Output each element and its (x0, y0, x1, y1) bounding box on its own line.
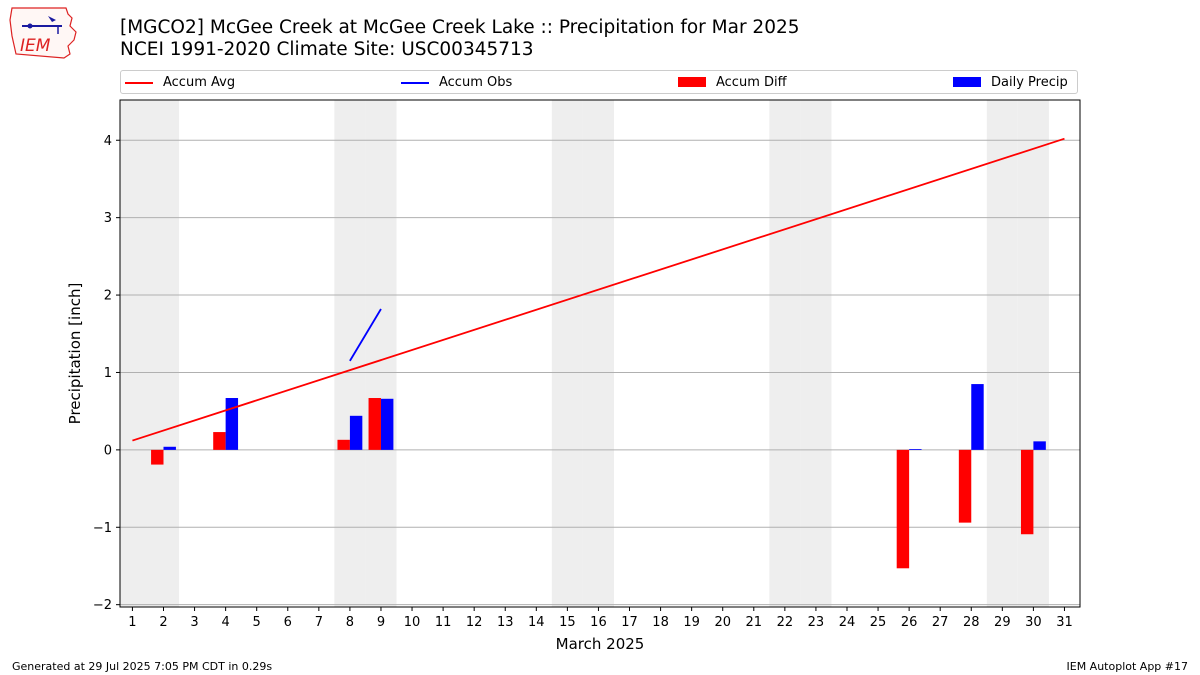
x-tick-label-6: 6 (284, 615, 292, 630)
accum-avg-line (132, 137, 1065, 442)
y-tick-label-2: 0 (104, 443, 112, 458)
legend-label-daily-precip: Daily Precip (991, 75, 1068, 90)
accum-diff-bar-4 (213, 432, 226, 450)
weekend-band-23 (800, 100, 832, 607)
y-tick-label-4: 2 (104, 289, 112, 304)
x-tick-label-20: 20 (714, 615, 731, 630)
x-tick-label-19: 19 (683, 615, 700, 630)
legend-swatch-daily-precip (953, 77, 981, 87)
x-tick-label-24: 24 (839, 615, 856, 630)
x-axis-ticks: 1 2 3 4 5 6 7 8 9 10 11 12 13 14 15 16 17 18 19 20 21 22 23 24 2… (128, 607, 1073, 630)
y-axis-ticks: −2 −1 0 1 2 3 4 (93, 134, 120, 613)
weekend-band-22 (769, 100, 801, 607)
legend-swatch-accum-obs (401, 82, 429, 84)
x-tick-label-26: 26 (901, 615, 918, 630)
x-tick-label-4: 4 (221, 615, 229, 630)
chart-title: [MGCO2] McGee Creek at McGee Creek Lake … (120, 17, 800, 38)
legend-label-accum-diff: Accum Diff (716, 75, 787, 90)
daily-precip-bar-28 (971, 384, 984, 450)
x-tick-label-22: 22 (777, 615, 794, 630)
x-tick-label-23: 23 (808, 615, 825, 630)
x-tick-label-2: 2 (159, 615, 167, 630)
legend-label-accum-avg: Accum Avg (163, 75, 236, 90)
legend-label-accum-obs: Accum Obs (439, 75, 513, 90)
weekend-band-29 (986, 100, 1018, 607)
legend-swatch-accum-diff (678, 77, 706, 87)
x-tick-label-11: 11 (435, 615, 452, 630)
x-tick-label-12: 12 (466, 615, 483, 630)
x-tick-label-1: 1 (128, 615, 136, 630)
x-tick-label-15: 15 (559, 615, 576, 630)
daily-precip-bar-2 (163, 446, 176, 450)
legend: Accum Avg Accum Obs Accum Diff Daily Pre… (120, 70, 1078, 94)
x-tick-label-5: 5 (253, 615, 261, 630)
x-tick-label-14: 14 (528, 615, 545, 630)
weekend-band-1 (120, 100, 148, 607)
accum-diff-bar-9 (368, 398, 381, 450)
y-axis-label: Precipitation [inch] (66, 283, 84, 425)
x-tick-label-30: 30 (1025, 615, 1042, 630)
bars (151, 384, 1046, 569)
x-tick-label-16: 16 (590, 615, 607, 630)
x-tick-label-13: 13 (497, 615, 514, 630)
weekend-band-8 (334, 100, 366, 607)
weekend-band-15 (551, 100, 583, 607)
daily-precip-bar-9 (380, 398, 394, 450)
daily-precip-bar-4 (225, 398, 239, 450)
x-tick-label-8: 8 (346, 615, 354, 630)
weekend-band-9 (365, 100, 397, 607)
x-tick-label-17: 17 (621, 615, 638, 630)
y-tick-label-1: −1 (93, 521, 112, 536)
accum-obs-line (349, 308, 382, 362)
weekend-band-16 (582, 100, 614, 607)
x-tick-label-31: 31 (1056, 615, 1073, 630)
lines (132, 137, 1065, 442)
y-tick-label-3: 1 (104, 366, 112, 381)
accum-diff-bar-28 (958, 449, 972, 523)
weekend-band-2 (147, 100, 180, 607)
chart-subtitle: NCEI 1991-2020 Climate Site: USC00345713 (120, 39, 534, 60)
accum-diff-bar-30 (1020, 449, 1034, 535)
x-tick-label-25: 25 (870, 615, 887, 630)
daily-precip-bar-26 (909, 449, 922, 450)
footer-generated: Generated at 29 Jul 2025 7:05 PM CDT in … (12, 660, 273, 673)
x-tick-label-29: 29 (994, 615, 1011, 630)
x-tick-label-27: 27 (932, 615, 949, 630)
accum-diff-bar-26 (896, 449, 910, 569)
logo-text: IEM (20, 36, 51, 56)
iem-logo: IEM (9, 7, 77, 59)
x-tick-label-9: 9 (377, 615, 385, 630)
x-tick-label-3: 3 (190, 615, 198, 630)
daily-precip-bar-30 (1033, 441, 1046, 450)
x-tick-label-10: 10 (404, 615, 421, 630)
x-tick-label-21: 21 (746, 615, 763, 630)
accum-diff-bar-2 (151, 449, 164, 465)
x-tick-label-7: 7 (315, 615, 323, 630)
weekend-bands (120, 100, 1049, 607)
legend-swatch-accum-avg (125, 82, 153, 84)
x-axis-label: March 2025 (556, 635, 645, 653)
footer-app: IEM Autoplot App #17 (1066, 660, 1189, 673)
y-tick-label-0: −2 (93, 598, 112, 613)
plot-frame (119, 99, 1081, 608)
accum-diff-bar-8 (337, 439, 350, 450)
daily-precip-bar-8 (349, 415, 363, 450)
x-tick-label-18: 18 (652, 615, 669, 630)
x-tick-label-28: 28 (963, 615, 980, 630)
y-tick-label-6: 4 (104, 134, 112, 149)
y-tick-label-5: 3 (104, 211, 112, 226)
